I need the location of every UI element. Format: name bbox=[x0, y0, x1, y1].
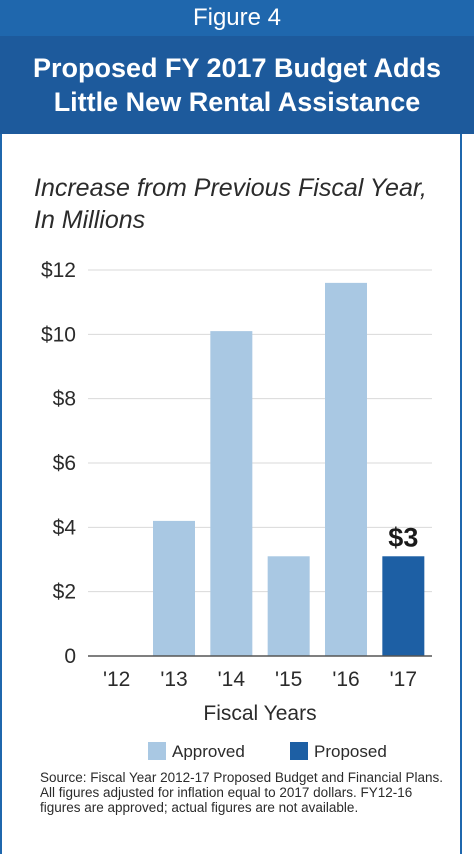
y-tick-label: $2 bbox=[53, 581, 76, 604]
x-axis-title: Fiscal Years bbox=[203, 702, 316, 725]
legend-label-proposed: Proposed bbox=[314, 742, 387, 760]
x-tick-label: '15 bbox=[275, 668, 302, 691]
title-line-1: Proposed FY 2017 Budget Adds bbox=[32, 53, 442, 83]
legend-label-approved: Approved bbox=[172, 742, 245, 760]
title-line-2: Little New Rental Assistance bbox=[53, 87, 421, 117]
bar-3 bbox=[210, 331, 253, 656]
y-tick-label: $12 bbox=[41, 259, 76, 282]
y-tick-label: 0 bbox=[64, 645, 76, 668]
bar-5 bbox=[325, 282, 367, 656]
x-tick-label: '14 bbox=[218, 668, 246, 691]
x-tick-label: '17 bbox=[390, 668, 417, 691]
bar-2 bbox=[153, 520, 195, 656]
y-tick-label: $8 bbox=[53, 388, 76, 411]
figure-label: Figure 4 bbox=[0, 0, 474, 36]
legend-swatch-approved bbox=[148, 742, 166, 760]
bar-chart: 0 $2 $4 $6 $8 $10 $12 '12 '13 '14 '15 '16 '17 $3 Fisca… bbox=[41, 259, 432, 760]
y-tick-label: $4 bbox=[53, 516, 77, 539]
legend-swatch-proposed bbox=[290, 742, 308, 760]
figure-title: Proposed FY 2017 Budget Adds Little New … bbox=[0, 36, 474, 134]
chart-subtitle: Increase from Previous Fiscal Year, In M… bbox=[34, 174, 427, 234]
bar-6 bbox=[382, 556, 425, 656]
y-tick-label: $6 bbox=[53, 452, 76, 475]
bar-4 bbox=[267, 556, 310, 656]
x-tick-label: '12 bbox=[103, 668, 130, 691]
figure-frame bbox=[0, 0, 462, 854]
x-tick-label: '13 bbox=[160, 668, 187, 691]
data-label-2017: $3 bbox=[388, 522, 418, 552]
y-tick-label: $10 bbox=[41, 323, 76, 346]
source-note: Source: Fiscal Year 2012-17 Proposed Bud… bbox=[40, 770, 444, 815]
x-tick-label: '16 bbox=[332, 668, 359, 691]
